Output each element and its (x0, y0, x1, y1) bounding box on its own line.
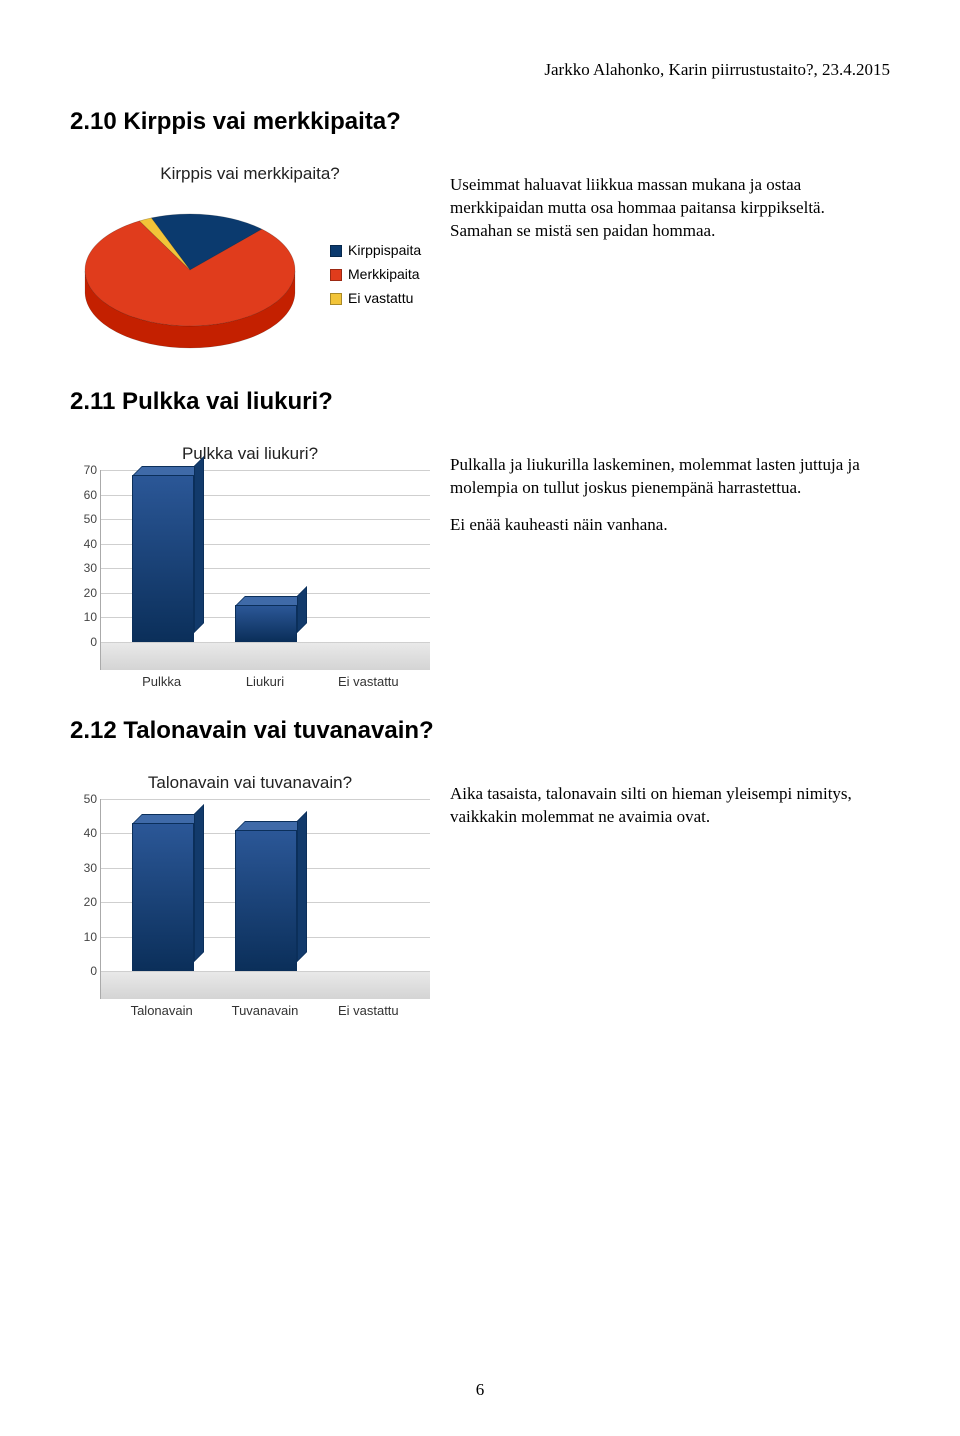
legend-label: Kirppispaita (348, 239, 421, 263)
section-heading-2: 2.11 Pulkka vai liukuri? (70, 388, 890, 416)
section-text-1: Useimmat haluavat liikkua massan mukana … (450, 164, 890, 257)
pie-chart-kirppis: Kirppis vai merkkipaita? KirppispaitaMer… (70, 164, 430, 360)
legend-label: Ei vastattu (348, 287, 413, 311)
gridline (101, 971, 430, 972)
y-tick-label: 0 (73, 964, 97, 978)
section-text-1-p: Useimmat haluavat liikkua massan mukana … (450, 174, 890, 243)
x-tick-label: Liukuri (225, 674, 305, 689)
bar (235, 605, 297, 642)
x-tick-label: Pulkka (122, 674, 202, 689)
x-tick-label: Talonavain (122, 1003, 202, 1018)
bar-chart-3-title: Talonavain vai tuvanavain? (70, 773, 430, 793)
x-tick-label: Tuvanavain (225, 1003, 305, 1018)
y-tick-label: 0 (73, 635, 97, 649)
section-heading-1: 2.10 Kirppis vai merkkipaita? (70, 108, 890, 136)
legend-swatch (330, 245, 342, 257)
y-tick-label: 30 (73, 861, 97, 875)
legend-item: Kirppispaita (330, 239, 421, 263)
legend-swatch (330, 269, 342, 281)
bar (132, 823, 194, 971)
pie-chart-title: Kirppis vai merkkipaita? (70, 164, 430, 184)
y-tick-label: 30 (73, 561, 97, 575)
y-tick-label: 70 (73, 463, 97, 477)
y-tick-label: 50 (73, 512, 97, 526)
section-text-2-p2: Ei enää kauheasti näin vanhana. (450, 514, 890, 537)
section-text-2: Pulkalla ja liukurilla laskeminen, molem… (450, 444, 890, 551)
y-tick-label: 10 (73, 610, 97, 624)
bar-chart-talonavain: Talonavain vai tuvanavain? 0 10 20 30 40 50 T… (70, 773, 430, 1018)
pie-legend: KirppispaitaMerkkipaitaEi vastattu (330, 239, 421, 310)
y-tick-label: 20 (73, 586, 97, 600)
page-header: Jarkko Alahonko, Karin piirrustustaito?,… (70, 60, 890, 80)
y-tick-label: 40 (73, 537, 97, 551)
section-heading-3: 2.12 Talonavain vai tuvanavain? (70, 717, 890, 745)
y-tick-label: 50 (73, 792, 97, 806)
legend-label: Merkkipaita (348, 263, 420, 287)
y-tick-label: 60 (73, 488, 97, 502)
bar (235, 830, 297, 971)
y-tick-label: 40 (73, 826, 97, 840)
y-tick-label: 20 (73, 895, 97, 909)
section-text-2-p1: Pulkalla ja liukurilla laskeminen, molem… (450, 454, 890, 500)
bar-chart-2-title: Pulkka vai liukuri? (70, 444, 430, 464)
bar (132, 475, 194, 642)
section-text-3-p: Aika tasaista, talonavain silti on hiema… (450, 783, 890, 829)
gridline (101, 642, 430, 643)
pie-svg (70, 190, 320, 360)
legend-swatch (330, 293, 342, 305)
legend-item: Ei vastattu (330, 287, 421, 311)
x-tick-label: Ei vastattu (328, 674, 408, 689)
x-tick-label: Ei vastattu (328, 1003, 408, 1018)
bar-chart-pulkka: Pulkka vai liukuri? 0 10 20 30 40 50 60 70 Pulk… (70, 444, 430, 689)
section-text-3: Aika tasaista, talonavain silti on hiema… (450, 773, 890, 843)
legend-item: Merkkipaita (330, 263, 421, 287)
y-tick-label: 10 (73, 930, 97, 944)
page-number: 6 (0, 1380, 960, 1400)
